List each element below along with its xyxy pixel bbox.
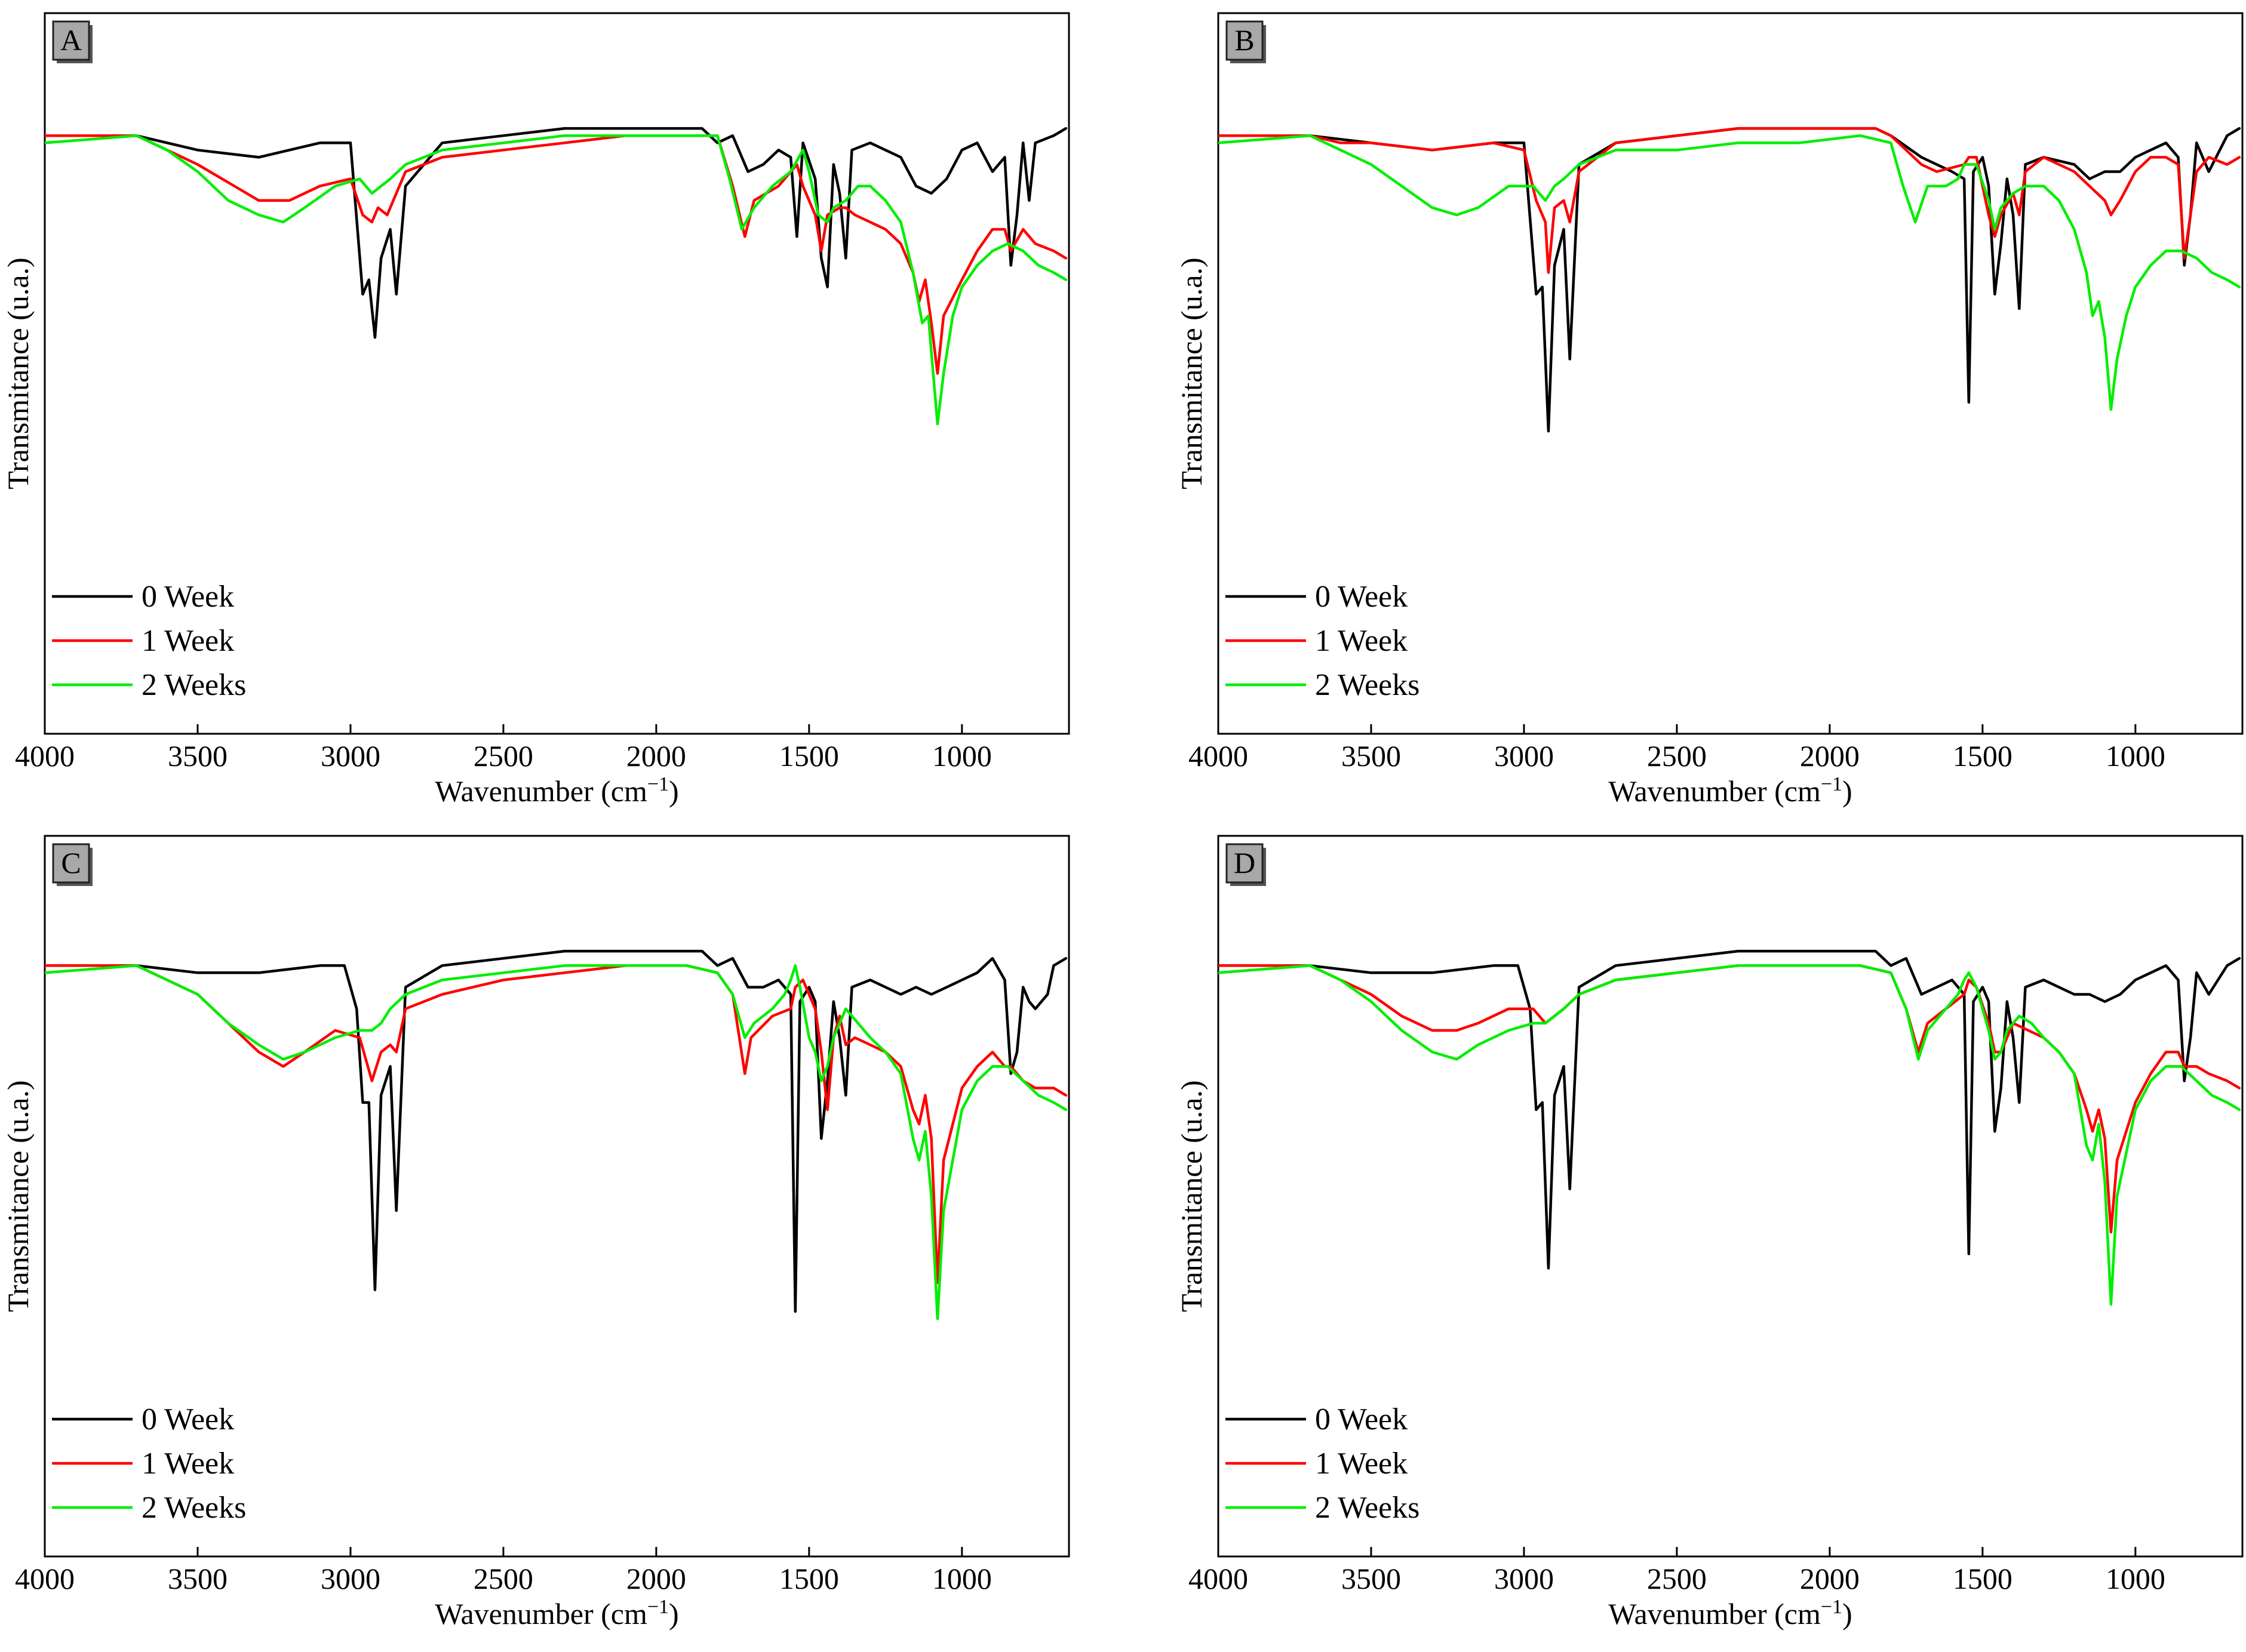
- panel-a-label-badge: [52, 20, 90, 61]
- panel-b-series-line-1: [1218, 127, 2241, 274]
- panel-c: 4000 3500 3000 2500 2000 1500 1000 Wavenumber (…: [1, 835, 1070, 1631]
- panel-b-xtick-label: 1500: [1953, 739, 2013, 773]
- panel-d-series-line-0: [1218, 949, 2241, 1270]
- panel-b-xtick-label: 3000: [1494, 739, 1554, 773]
- panel-d-legend-label-1: 1 Week: [1315, 1447, 1408, 1481]
- panel-a-series-line-0: [45, 127, 1068, 339]
- panel-a-xtick-label: 2000: [626, 739, 686, 773]
- panel-b-label-letter: B: [1234, 23, 1254, 57]
- panel-b-xtick-label: 2000: [1800, 739, 1860, 773]
- panel-b: 4000 3500 3000 2500 2000 1500 1000 Wavenumber (…: [1175, 12, 2244, 808]
- panel-d-xtick-label: 3500: [1341, 1562, 1401, 1595]
- panel-d-y-axis-title: Transmitance (u.a.): [1175, 1080, 1208, 1312]
- panel-d-series-line-2: [1218, 964, 2241, 1306]
- panel-a-xtick-label: 1500: [779, 739, 839, 773]
- panel-d-series-group: [1218, 949, 2241, 1306]
- panel-d-xtick-label: 1000: [2106, 1562, 2165, 1595]
- panel-a: 4000 3500 3000 2500 2000 1500 1000 Wavenumber (…: [1, 12, 1070, 808]
- panel-d-legend-label-2: 2 Weeks: [1315, 1491, 1420, 1525]
- panel-a-plot-frame: [44, 12, 1070, 735]
- panel-d-label-letter: D: [1234, 846, 1255, 879]
- panel-c-series-line-1: [45, 964, 1068, 1284]
- panel-c-xtick-label: 3500: [168, 1562, 228, 1595]
- panel-b-xtick-label: 3500: [1341, 739, 1401, 773]
- panel-d-x-axis-title: Wavenumber (cm−1): [1608, 1596, 1852, 1631]
- panel-d-series-line-1: [1218, 964, 2241, 1234]
- panel-d: 4000 3500 3000 2500 2000 1500 1000 Wavenumber (…: [1175, 835, 2244, 1631]
- panel-a-legend-label-2: 2 Weeks: [142, 668, 246, 702]
- panel-d-xtick-label: 4000: [1188, 1562, 1248, 1595]
- panel-a-xtick-label: 3000: [321, 739, 380, 773]
- panel-b-xtick-label: 1000: [2106, 739, 2165, 773]
- panel-b-legend-label-2: 2 Weeks: [1315, 668, 1420, 702]
- panel-c-legend-label-1: 1 Week: [142, 1447, 234, 1481]
- panel-c-series-line-2: [45, 964, 1068, 1320]
- panel-c-y-axis-title: Transmitance (u.a.): [1, 1080, 35, 1312]
- panel-a-xtick-label: 4000: [15, 739, 75, 773]
- panel-c-series-group: [45, 949, 1068, 1320]
- panel-b-legend-label-1: 1 Week: [1315, 624, 1408, 658]
- panel-c-legend-label-2: 2 Weeks: [142, 1491, 246, 1525]
- panel-d-label-badge: [1225, 843, 1264, 884]
- panel-b-xtick-label: 4000: [1188, 739, 1248, 773]
- panel-a-xtick-label: 1000: [932, 739, 992, 773]
- panel-a-xtick-label: 3500: [168, 739, 228, 773]
- panel-a-legend-label-1: 1 Week: [142, 624, 234, 658]
- panel-c-series-line-0: [45, 949, 1068, 1313]
- panel-a-label-letter: A: [60, 23, 82, 57]
- panel-c-label-letter: C: [61, 846, 81, 879]
- panel-a-series-group: [45, 127, 1068, 426]
- panel-a-series-line-2: [45, 134, 1068, 426]
- panel-c-label-badge: [52, 843, 90, 884]
- panel-c-xtick-label: 4000: [15, 1562, 75, 1595]
- panel-b-series-line-0: [1218, 127, 2241, 433]
- panel-c-xtick-label: 3000: [321, 1562, 380, 1595]
- panel-a-xtick-label: 2500: [474, 739, 533, 773]
- panel-a-y-axis-title: Transmitance (u.a.): [1, 257, 35, 489]
- panel-b-xtick-label: 2500: [1647, 739, 1707, 773]
- panel-a-legend-label-0: 0 Week: [142, 580, 234, 614]
- panel-b-series-group: [1218, 127, 2241, 433]
- panel-c-xtick-label: 2500: [474, 1562, 533, 1595]
- panel-d-xtick-label: 1500: [1953, 1562, 2013, 1595]
- panel-d-plot-frame: [1217, 835, 2244, 1558]
- panel-a-x-axis-title: Wavenumber (cm−1): [435, 773, 678, 808]
- panel-b-x-axis-title: Wavenumber (cm−1): [1608, 773, 1852, 808]
- panel-d-xtick-label: 3000: [1494, 1562, 1554, 1595]
- panel-c-plot-frame: [44, 835, 1070, 1558]
- panel-d-legend-label-0: 0 Week: [1315, 1402, 1408, 1436]
- panel-c-xtick-label: 1500: [779, 1562, 839, 1595]
- panel-b-y-axis-title: Transmitance (u.a.): [1175, 257, 1208, 489]
- panel-b-label-badge: [1225, 20, 1264, 61]
- panel-a-series-line-1: [45, 134, 1068, 375]
- panel-b-series-line-2: [1218, 134, 2241, 411]
- panel-b-legend-label-0: 0 Week: [1315, 580, 1408, 614]
- panel-c-xtick-label: 1000: [932, 1562, 992, 1595]
- panel-c-x-axis-title: Wavenumber (cm−1): [435, 1596, 678, 1631]
- panel-c-xtick-label: 2000: [626, 1562, 686, 1595]
- panel-d-xtick-label: 2500: [1647, 1562, 1707, 1595]
- panel-c-legend-label-0: 0 Week: [142, 1402, 234, 1436]
- panel-d-xtick-label: 2000: [1800, 1562, 1860, 1595]
- panel-b-plot-frame: [1217, 12, 2244, 735]
